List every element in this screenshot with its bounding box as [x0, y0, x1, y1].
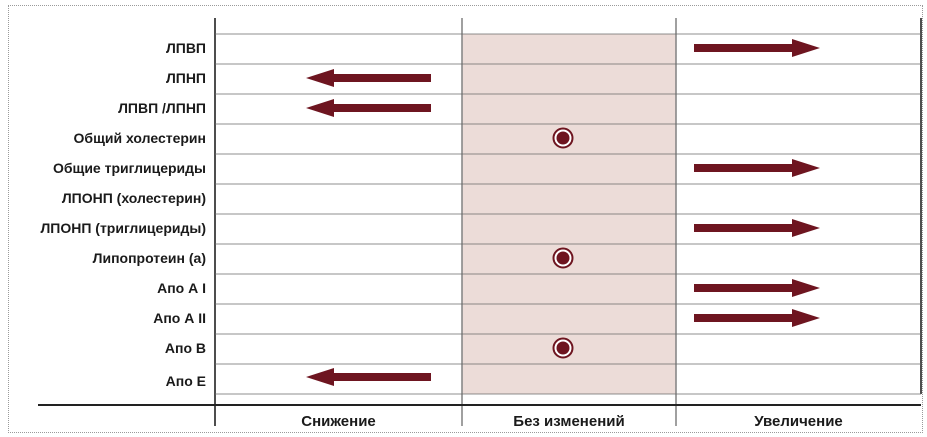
decrease-arrow [306, 368, 431, 386]
row-label: Апо А II [153, 310, 206, 326]
unchanged-marker [552, 127, 574, 149]
decrease-arrow [306, 69, 431, 87]
row-label: ЛПОНП (триглицериды) [40, 220, 206, 236]
increase-arrow [694, 159, 820, 177]
increase-arrow [694, 309, 820, 327]
diagram-frame [8, 5, 923, 433]
row-label: ЛПНП [166, 70, 206, 86]
row-label: ЛПВП [166, 40, 206, 56]
increase-arrow [694, 39, 820, 57]
increase-arrow [694, 279, 820, 297]
row-label: Апо Е [166, 373, 206, 389]
increase-arrow [694, 219, 820, 237]
decrease-arrow [306, 99, 431, 117]
column-label-decrease: Снижение [301, 413, 376, 430]
row-label: ЛПОНП (холестерин) [62, 190, 206, 206]
row-label: Апо В [165, 340, 206, 356]
column-label-unchanged: Без изменений [513, 413, 624, 430]
column-label-increase: Увеличение [754, 413, 843, 430]
unchanged-marker [552, 337, 574, 359]
row-label: Апо А I [157, 280, 206, 296]
row-label: Общий холестерин [74, 130, 206, 146]
unchanged-marker [552, 247, 574, 269]
row-label: Липопротеин (а) [93, 250, 206, 266]
row-label: Общие триглицериды [53, 160, 206, 176]
row-label: ЛПВП /ЛПНП [118, 100, 206, 116]
